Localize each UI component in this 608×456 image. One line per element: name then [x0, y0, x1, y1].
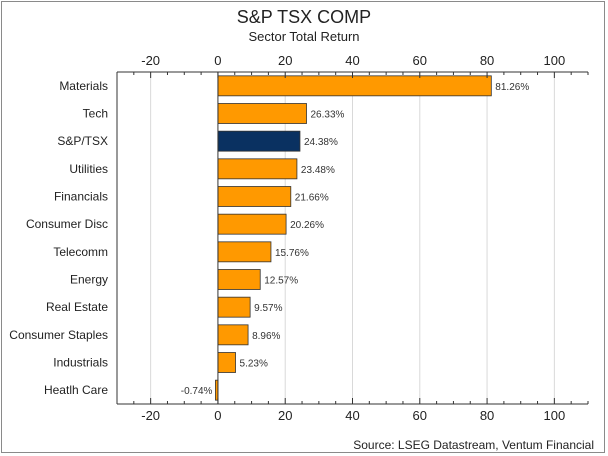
- bottom-tick-label: 60: [413, 408, 427, 423]
- bar: [217, 158, 298, 180]
- value-label: -0.74%: [181, 386, 213, 397]
- value-label: 81.26%: [495, 82, 529, 93]
- value-label: 23.48%: [301, 165, 335, 176]
- top-tick-label: 0: [214, 53, 221, 68]
- bar: [217, 213, 287, 235]
- bottom-tick-label: 80: [480, 408, 494, 423]
- value-label: 24.38%: [304, 137, 338, 148]
- bars: [215, 75, 492, 401]
- chart-subtitle: Sector Total Return: [248, 29, 359, 44]
- value-label: 21.66%: [295, 193, 329, 204]
- value-label: 26.33%: [311, 110, 345, 121]
- category-label: Heatlh Care: [44, 383, 108, 397]
- value-label: 15.76%: [275, 248, 309, 259]
- category-label: Tech: [83, 107, 108, 121]
- bar: [217, 103, 307, 124]
- bottom-tick-label: 0: [214, 408, 221, 423]
- top-tick-label: 100: [544, 53, 566, 68]
- category-label: Consumer Staples: [9, 328, 108, 342]
- value-label: 12.57%: [264, 276, 298, 287]
- bar: [217, 186, 292, 207]
- bar: [217, 296, 251, 318]
- category-labels: Materials Tech S&P/TSX Utilities Financials C…: [9, 79, 108, 397]
- bar: [217, 241, 272, 263]
- bottom-tick-label: -20: [141, 408, 160, 423]
- bar: [217, 324, 249, 346]
- category-label: Real Estate: [46, 300, 108, 314]
- top-tick-label: 40: [345, 53, 359, 68]
- top-tick-label: 60: [413, 53, 427, 68]
- bottom-tick-label: 100: [544, 408, 566, 423]
- value-label: 8.96%: [252, 331, 280, 342]
- category-label: Utilities: [69, 162, 108, 176]
- value-label: 5.23%: [240, 359, 268, 370]
- category-label: Consumer Disc: [26, 217, 108, 231]
- category-label: S&P/TSX: [57, 134, 108, 148]
- bar: [217, 130, 301, 152]
- category-label: Financials: [54, 190, 108, 204]
- bar: [217, 75, 492, 97]
- value-labels: 81.26% 26.33% 24.38% 23.48% 21.66% 20.26% 15.7…: [181, 82, 530, 397]
- value-label: 20.26%: [290, 220, 324, 231]
- bottom-tick-label: 20: [278, 408, 292, 423]
- source-note: Source: LSEG Datastream, Ventum Financia…: [353, 438, 594, 452]
- bottom-tick-label: 40: [345, 408, 359, 423]
- bottom-axis-ticks: -20 0 20 40 60 80 100: [141, 408, 565, 423]
- category-label: Telecomm: [53, 245, 108, 259]
- category-label: Industrials: [53, 356, 108, 370]
- top-axis-ticks: -20 0 20 40 60 80 100: [141, 53, 565, 68]
- top-tick-label: 20: [278, 53, 292, 68]
- category-label: Materials: [59, 79, 108, 93]
- axes: [116, 71, 589, 405]
- chart-title: S&P TSX COMP: [237, 7, 371, 27]
- bar: [217, 269, 261, 290]
- bar: [217, 352, 236, 373]
- category-label: Energy: [70, 273, 108, 287]
- value-label: 9.57%: [254, 303, 282, 314]
- top-tick-label: -20: [141, 53, 160, 68]
- gridlines: [150, 72, 555, 404]
- top-tick-label: 80: [480, 53, 494, 68]
